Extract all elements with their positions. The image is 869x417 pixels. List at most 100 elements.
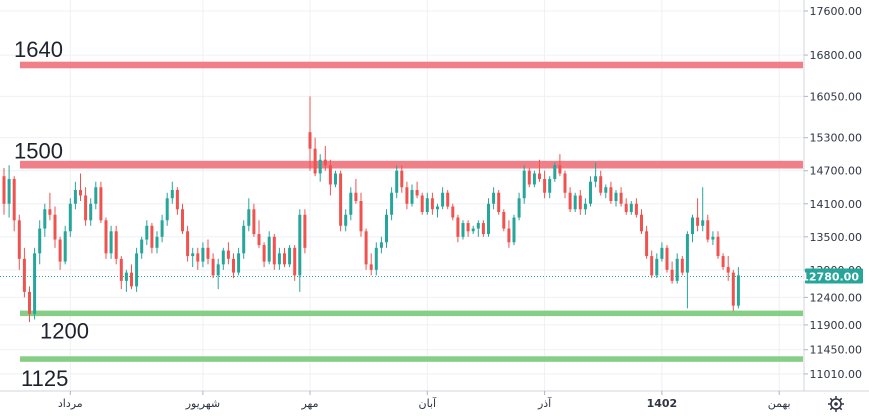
candle[interactable]	[7, 165, 11, 218]
candle[interactable]	[573, 192, 577, 213]
candle[interactable]	[456, 214, 460, 243]
candle[interactable]	[624, 198, 628, 215]
candle[interactable]	[619, 187, 623, 207]
candle[interactable]	[726, 256, 730, 281]
candle[interactable]	[675, 253, 679, 284]
candle[interactable]	[629, 201, 633, 215]
candle[interactable]	[436, 203, 439, 218]
candle[interactable]	[558, 154, 562, 177]
candle[interactable]	[461, 220, 465, 240]
candle[interactable]	[277, 247, 281, 270]
candle[interactable]	[691, 214, 694, 243]
candle[interactable]	[385, 209, 388, 248]
candle[interactable]	[283, 247, 286, 268]
candle[interactable]	[252, 203, 256, 237]
candle[interactable]	[119, 256, 123, 290]
candle[interactable]	[589, 176, 592, 207]
candle[interactable]	[43, 203, 47, 237]
candle[interactable]	[471, 225, 475, 235]
candle[interactable]	[640, 209, 643, 235]
candle[interactable]	[221, 247, 225, 270]
candle[interactable]	[196, 247, 200, 270]
candle[interactable]	[532, 170, 536, 188]
candle[interactable]	[568, 187, 572, 213]
candle[interactable]	[614, 189, 618, 207]
candle[interactable]	[68, 198, 72, 237]
time-axis[interactable]: مرداد شهریور مهر آبان آذر 1402 بهمن	[58, 391, 791, 410]
candle[interactable]	[420, 192, 424, 215]
candle[interactable]	[288, 245, 292, 268]
candle[interactable]	[186, 225, 190, 262]
candle[interactable]	[578, 189, 582, 215]
candle[interactable]	[140, 236, 144, 259]
candle[interactable]	[497, 189, 501, 215]
candle[interactable]	[257, 220, 261, 248]
candle[interactable]	[145, 220, 149, 246]
candle[interactable]	[553, 162, 557, 182]
candle[interactable]	[538, 159, 541, 182]
candle[interactable]	[84, 187, 88, 226]
candle[interactable]	[711, 231, 715, 246]
candle[interactable]	[543, 170, 547, 199]
candle[interactable]	[721, 253, 725, 270]
candle[interactable]	[38, 220, 42, 265]
candle[interactable]	[645, 225, 649, 259]
candle[interactable]	[201, 242, 205, 268]
candle[interactable]	[109, 225, 113, 259]
candle[interactable]	[359, 192, 363, 237]
candle[interactable]	[298, 209, 302, 292]
candle[interactable]	[262, 242, 266, 268]
candle[interactable]	[267, 231, 271, 265]
candle[interactable]	[48, 192, 52, 221]
candle[interactable]	[63, 225, 67, 265]
candle[interactable]	[114, 225, 118, 265]
candle[interactable]	[242, 220, 246, 259]
candle[interactable]	[170, 181, 174, 204]
candle[interactable]	[487, 198, 490, 237]
candle[interactable]	[104, 217, 108, 259]
resistance-1640-band[interactable]	[20, 61, 803, 69]
candle[interactable]	[517, 192, 521, 221]
candle[interactable]	[548, 176, 552, 199]
candle[interactable]	[374, 242, 378, 276]
candle[interactable]	[313, 137, 317, 177]
candle[interactable]	[599, 170, 603, 196]
candle[interactable]	[53, 206, 57, 248]
candle[interactable]	[670, 261, 674, 284]
candle[interactable]	[181, 203, 184, 235]
candle[interactable]	[405, 181, 409, 210]
candle[interactable]	[28, 286, 31, 323]
candle[interactable]	[502, 209, 506, 232]
candle[interactable]	[680, 256, 684, 276]
candle[interactable]	[390, 187, 394, 221]
candle[interactable]	[527, 167, 531, 188]
candle[interactable]	[696, 198, 700, 232]
support-1125-band[interactable]	[20, 356, 803, 362]
candle[interactable]	[660, 242, 664, 262]
candle[interactable]	[364, 228, 368, 270]
candle[interactable]	[354, 178, 358, 204]
candle[interactable]	[339, 170, 343, 232]
candle[interactable]	[89, 198, 93, 226]
candle[interactable]	[206, 239, 210, 265]
candle[interactable]	[12, 176, 16, 232]
candle[interactable]	[716, 231, 720, 259]
candle[interactable]	[594, 162, 598, 188]
candle[interactable]	[328, 159, 332, 196]
candle[interactable]	[165, 192, 169, 226]
candle[interactable]	[150, 223, 154, 254]
candle[interactable]	[303, 209, 307, 254]
candle[interactable]	[135, 247, 139, 292]
resistance-1500-band[interactable]	[20, 160, 803, 169]
candle[interactable]	[395, 165, 399, 199]
candle[interactable]	[481, 220, 485, 237]
candle[interactable]	[563, 170, 567, 199]
candle[interactable]	[609, 181, 613, 204]
candle[interactable]	[318, 154, 322, 182]
candle[interactable]	[237, 247, 241, 276]
candle[interactable]	[17, 214, 21, 270]
candle[interactable]	[736, 267, 740, 309]
candle[interactable]	[650, 250, 654, 279]
candle[interactable]	[410, 184, 414, 207]
candle[interactable]	[272, 234, 276, 270]
